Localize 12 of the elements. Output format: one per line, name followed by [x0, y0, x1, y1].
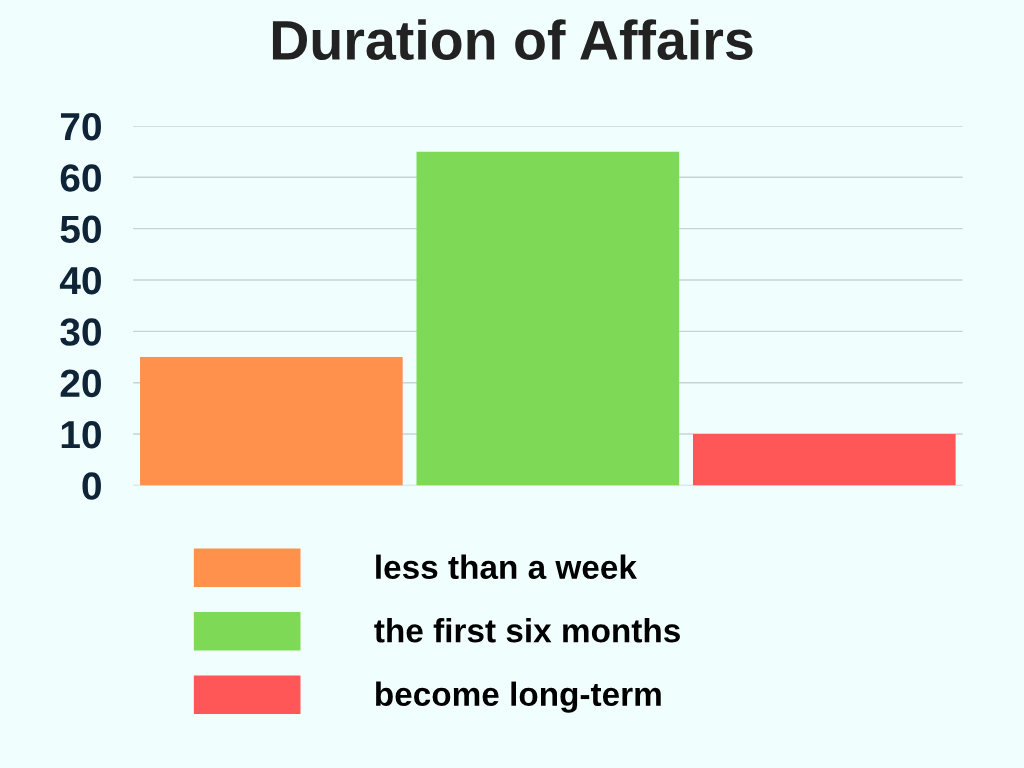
y-tick-label: 20 — [60, 369, 101, 398]
chart-title: Duration of Affairs — [272, 19, 753, 61]
y-tick-label: 30 — [60, 318, 101, 346]
legend-label: less than a week — [376, 554, 637, 580]
y-tick-label: 70 — [60, 112, 101, 141]
y-tick-label: 60 — [60, 164, 101, 192]
y-tick-label: 10 — [61, 420, 101, 449]
y-tick-label: 50 — [60, 215, 101, 244]
legend-label: become long-term — [376, 681, 661, 713]
y-tick-label: 0 — [82, 472, 101, 500]
y-tick-label: 40 — [59, 266, 101, 295]
legend-label: the first six months — [374, 618, 680, 643]
